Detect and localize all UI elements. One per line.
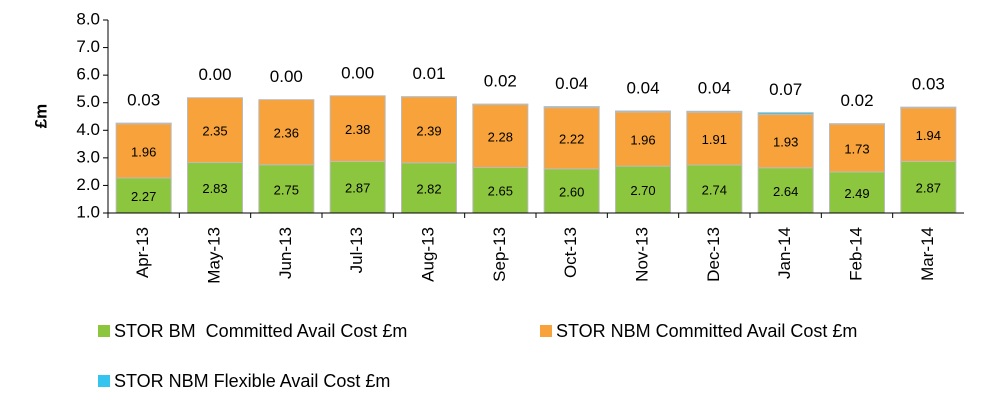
legend-label: STOR BM Committed Avail Cost £m	[114, 321, 407, 341]
data-label: 2.27	[131, 189, 156, 204]
y-axis-title: £m	[31, 104, 50, 129]
data-label: 2.74	[702, 182, 727, 197]
bar-segment	[115, 177, 172, 213]
bar-segment	[258, 164, 315, 213]
data-label: 2.83	[202, 181, 227, 196]
data-label: 1.94	[916, 128, 941, 143]
x-tick-label: Sep-13	[490, 227, 509, 282]
legend-swatch	[98, 325, 110, 337]
bar-segment	[187, 162, 243, 213]
data-label: 0.01	[412, 64, 445, 83]
x-tick-label: Jan-14	[775, 227, 794, 279]
data-label: 0.02	[484, 72, 517, 91]
data-label: 1.91	[702, 132, 727, 147]
x-tick-label: Feb-14	[846, 227, 865, 281]
data-label: 0.07	[769, 80, 802, 99]
bar-segment	[829, 123, 885, 125]
data-label: 2.39	[416, 123, 441, 138]
x-tick-label: Apr-13	[133, 227, 152, 278]
x-tick-label: Aug-13	[418, 227, 437, 282]
y-tick-label: 7.0	[76, 37, 100, 56]
x-tick-label: Mar-14	[918, 227, 937, 281]
legend-label: STOR NBM Committed Avail Cost £m	[556, 321, 857, 341]
x-tick-label: Dec-13	[704, 227, 723, 282]
bar-segment	[900, 106, 957, 109]
data-label: 0.00	[270, 67, 303, 86]
bar-segment	[615, 110, 671, 113]
data-label: 1.93	[773, 135, 798, 150]
y-tick-label: 1.0	[76, 202, 100, 221]
bar-segment	[543, 106, 600, 109]
x-tick-label: Jun-13	[276, 227, 295, 279]
bar-segment	[472, 104, 529, 169]
bar-segment	[686, 164, 743, 213]
data-label: 1.96	[630, 133, 655, 148]
data-label: 2.70	[630, 183, 655, 198]
y-tick-label: 2.0	[76, 175, 100, 194]
bar-segment	[757, 114, 814, 169]
bar-segment	[543, 168, 600, 213]
data-label: 2.75	[274, 182, 299, 197]
bar-segment	[258, 99, 315, 166]
data-label: 2.22	[559, 132, 584, 147]
data-label: 2.28	[488, 130, 513, 145]
bar-segment	[829, 123, 885, 173]
data-label: 2.87	[916, 181, 941, 196]
data-label: 2.38	[345, 122, 370, 137]
y-tick-label: 4.0	[76, 120, 100, 139]
bar-segment	[829, 171, 885, 213]
bar-segment	[757, 167, 814, 213]
x-tick-label: Nov-13	[632, 227, 651, 282]
y-tick-label: 3.0	[76, 147, 100, 166]
bar-segment	[686, 110, 743, 113]
data-label: 2.82	[416, 181, 441, 196]
legend-swatch	[98, 375, 110, 387]
x-tick-label: Oct-13	[561, 227, 580, 278]
bar-segment	[115, 123, 172, 179]
y-tick-label: 8.0	[76, 9, 100, 28]
bar-segment	[757, 112, 814, 116]
data-label: 0.04	[698, 79, 731, 98]
data-label: 0.04	[626, 78, 659, 97]
data-label: 0.00	[198, 65, 231, 84]
bar-segment	[900, 107, 957, 162]
data-label: 0.03	[127, 91, 160, 110]
bar-segment	[329, 95, 386, 162]
data-label: 1.96	[131, 144, 156, 159]
data-label: 2.87	[345, 181, 370, 196]
data-label: 0.02	[840, 91, 873, 110]
bar-segment	[401, 96, 457, 164]
bar-segment	[401, 162, 457, 213]
bar-segment	[187, 97, 243, 164]
bar-segment	[615, 165, 671, 213]
bar-segment	[472, 167, 529, 213]
x-tick-label: Jul-13	[347, 227, 366, 273]
bar-segment	[472, 103, 529, 106]
legend-swatch	[540, 325, 552, 337]
data-label: 0.04	[555, 74, 588, 93]
bar-segment	[115, 122, 172, 125]
data-label: 2.60	[559, 184, 584, 199]
y-tick-label: 5.0	[76, 92, 100, 111]
y-tick-label: 6.0	[76, 65, 100, 84]
data-label: 0.00	[341, 63, 374, 82]
data-label: 2.65	[488, 184, 513, 199]
data-label: 2.64	[773, 184, 798, 199]
data-label: 0.03	[912, 75, 945, 94]
data-label: 2.35	[202, 124, 227, 139]
x-tick-label: May-13	[204, 227, 223, 284]
bar-segment	[543, 107, 600, 170]
data-label: 2.36	[274, 126, 299, 141]
bars	[115, 95, 957, 213]
bar-segment	[615, 111, 671, 167]
data-label: 1.73	[844, 142, 869, 157]
legend-label: STOR NBM Flexible Avail Cost £m	[114, 371, 390, 391]
data-label: 2.49	[844, 186, 869, 201]
